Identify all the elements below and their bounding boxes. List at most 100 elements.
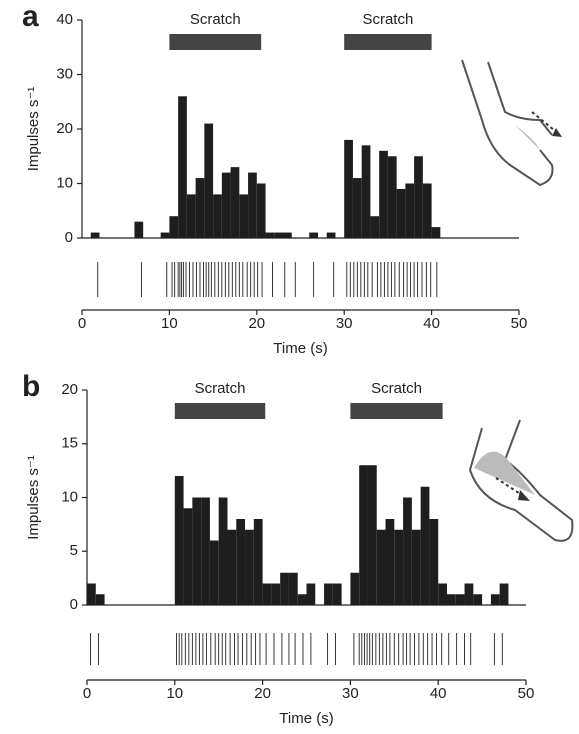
stimulus-label: Scratch (371, 380, 422, 397)
bar (90, 232, 100, 238)
bar (239, 194, 249, 238)
bar (473, 594, 483, 605)
panel-label: b (22, 370, 40, 403)
bar (236, 519, 246, 605)
bar (361, 145, 371, 238)
x-tick-label: 20 (248, 315, 265, 332)
bar (95, 594, 105, 605)
y-tick-label: 10 (61, 488, 78, 505)
x-tick-label: 10 (166, 685, 183, 702)
x-axis-label: Time (s) (273, 340, 327, 357)
y-tick-label: 40 (56, 11, 73, 28)
bar (309, 232, 318, 238)
bar (160, 232, 170, 238)
bar (422, 183, 432, 238)
bar (271, 583, 281, 605)
bar (411, 529, 421, 605)
bar (367, 465, 377, 605)
stimulus-bar (169, 34, 262, 50)
bar (183, 508, 193, 605)
bar (438, 583, 447, 605)
bar (280, 572, 289, 605)
bar (134, 221, 144, 238)
y-tick-label: 10 (56, 174, 73, 191)
bar (169, 216, 179, 238)
bar (464, 583, 474, 605)
bar (420, 486, 430, 605)
x-tick-label: 0 (83, 685, 91, 702)
bar (414, 156, 423, 238)
bar (288, 572, 298, 605)
bar (405, 183, 415, 238)
bar (326, 232, 336, 238)
panel-label: a (22, 0, 39, 33)
bar (379, 150, 388, 238)
y-axis-label: Impulses s⁻¹ (25, 87, 42, 172)
bar (306, 583, 316, 605)
hand-icon (461, 59, 562, 187)
stimulus-label: Scratch (190, 11, 241, 28)
stimulus-label: Scratch (362, 11, 413, 28)
y-tick-label: 0 (65, 229, 73, 246)
y-tick-label: 20 (56, 120, 73, 137)
stimulus-bar (350, 403, 443, 419)
bar (429, 519, 439, 605)
bar (455, 594, 465, 605)
bar (297, 594, 307, 605)
bar (213, 194, 222, 238)
y-tick-label: 30 (56, 65, 73, 82)
x-tick-label: 20 (254, 685, 271, 702)
bar (385, 519, 395, 605)
bar (201, 497, 210, 605)
bar (387, 156, 397, 238)
bar (248, 172, 257, 238)
x-tick-label: 50 (511, 315, 528, 332)
x-tick-label: 0 (78, 315, 86, 332)
bar (230, 167, 240, 238)
bar (431, 227, 441, 238)
bar (265, 232, 275, 238)
arm-icon (468, 419, 574, 542)
bar (87, 583, 96, 605)
x-tick-label: 10 (161, 315, 178, 332)
bar (209, 540, 219, 605)
x-tick-label: 50 (518, 685, 535, 702)
y-tick-label: 0 (70, 596, 78, 613)
y-axis-label: Impulses s⁻¹ (25, 455, 42, 540)
bar (344, 139, 353, 238)
bar (359, 465, 368, 605)
bar (195, 178, 205, 238)
bar (332, 583, 342, 605)
bar (274, 232, 284, 238)
bar (221, 172, 231, 238)
x-tick-label: 30 (342, 685, 359, 702)
bar (350, 572, 360, 605)
bar (352, 178, 362, 238)
x-tick-label: 30 (336, 315, 353, 332)
bar (204, 123, 214, 238)
bar (446, 594, 456, 605)
bar (227, 529, 237, 605)
bar (376, 529, 386, 605)
y-tick-label: 20 (61, 381, 78, 398)
bar (396, 188, 406, 238)
x-tick-label: 40 (430, 685, 447, 702)
x-axis-label: Time (s) (279, 710, 333, 727)
y-tick-label: 15 (61, 435, 78, 452)
stimulus-label: Scratch (195, 380, 246, 397)
stimulus-bar (344, 34, 432, 50)
bar (178, 96, 187, 238)
bar (499, 583, 509, 605)
x-tick-label: 40 (423, 315, 440, 332)
bar (262, 583, 272, 605)
y-tick-label: 5 (70, 542, 78, 559)
stimulus-bar (174, 403, 266, 419)
bar (490, 594, 500, 605)
bar (218, 497, 228, 605)
bar (256, 183, 266, 238)
bar (174, 476, 184, 605)
bar (186, 194, 196, 238)
bar (370, 216, 380, 238)
bar (283, 232, 292, 238)
